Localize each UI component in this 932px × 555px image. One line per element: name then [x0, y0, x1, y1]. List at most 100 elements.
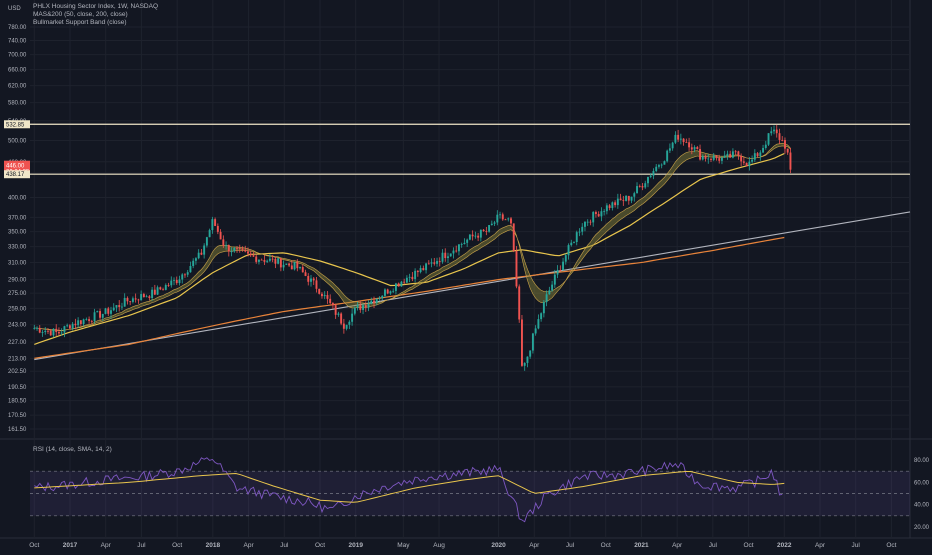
candle-body	[175, 279, 178, 284]
lower-level-price-label: 438.17	[6, 172, 25, 178]
candle-body	[679, 138, 682, 140]
candle-body	[778, 133, 781, 140]
candle-body	[392, 290, 395, 292]
candle-body	[504, 219, 507, 221]
candle-body	[252, 255, 255, 257]
candle-body	[216, 225, 219, 232]
candle-body	[214, 219, 217, 226]
candle-body	[167, 285, 170, 286]
x-tick-label: 2018	[206, 542, 221, 549]
candle-body	[263, 259, 266, 262]
x-tick-label: 2017	[63, 542, 78, 549]
candle-body	[367, 304, 370, 308]
ma200-line	[34, 236, 785, 359]
candle-body	[197, 252, 200, 259]
legend-symbol[interactable]: PHLX Housing Sector Index, 1W, NASDAQ	[33, 3, 158, 10]
candle-body	[151, 289, 154, 298]
ma50-line	[34, 153, 785, 345]
candle-body	[474, 235, 477, 237]
candle-body	[49, 330, 52, 336]
candle-body	[340, 313, 343, 324]
candle-body	[227, 244, 230, 252]
y-tick-label: 259.00	[8, 306, 27, 312]
rsi-y-tick-label: 80.00	[914, 458, 930, 464]
candle-body	[534, 328, 537, 334]
candle-body	[731, 151, 734, 158]
candle-body	[655, 166, 658, 171]
candle-body	[192, 260, 195, 267]
x-tick-label: Apr	[244, 542, 255, 549]
candle-body	[389, 291, 392, 294]
y-tick-label: 290.00	[8, 278, 27, 284]
candle-body	[33, 327, 36, 329]
candle-body	[359, 305, 362, 310]
candle-body	[337, 313, 340, 315]
candle-body	[288, 263, 291, 266]
candle-body	[68, 325, 71, 329]
candle-body	[301, 267, 304, 273]
candle-body	[745, 162, 748, 167]
candle-body	[449, 253, 452, 257]
candle-body	[205, 237, 208, 246]
legend: PHLX Housing Sector Index, 1W, NASDAQ MA…	[33, 3, 158, 27]
rsi-legend[interactable]: RSI (14, close, SMA, 14, 2)	[33, 446, 112, 453]
rsi-y-tick-label: 40.00	[914, 503, 930, 509]
candle-body	[712, 155, 715, 160]
candle-body	[71, 323, 74, 329]
candle-body	[400, 281, 403, 287]
x-tick-label: Jul	[280, 542, 289, 549]
legend-ma-indicator[interactable]: MAS&200 (50, close, 200, close)	[33, 11, 128, 18]
candle-body	[397, 283, 400, 287]
candle-body	[444, 252, 447, 259]
x-tick-label: Oct	[315, 542, 325, 549]
candle-body	[277, 258, 280, 264]
candle-body	[690, 147, 693, 150]
y-tick-label: 740.00	[8, 38, 27, 44]
candle-body	[115, 305, 118, 308]
candle-body	[764, 144, 767, 148]
y-tick-label: 370.00	[8, 215, 27, 221]
candle-body	[660, 164, 663, 166]
candle-body	[408, 276, 411, 278]
candle-body	[233, 247, 236, 252]
candle-body	[490, 223, 493, 226]
candle-body	[101, 313, 104, 318]
candle-body	[260, 259, 263, 261]
candle-body	[200, 252, 203, 255]
candle-body	[523, 362, 526, 366]
candle-body	[693, 147, 696, 150]
candle-body	[786, 148, 789, 153]
candle-body	[767, 133, 770, 145]
x-tick-label: Apr	[101, 542, 112, 549]
candle-body	[422, 268, 425, 271]
candle-body	[211, 219, 214, 231]
candle-body	[762, 147, 765, 153]
candle-body	[74, 323, 77, 326]
legend-bull-band-indicator[interactable]: Bullmarket Support Band (close)	[33, 19, 127, 26]
candle-body	[282, 264, 285, 268]
candle-body	[375, 298, 378, 303]
candle-body	[342, 323, 345, 329]
x-tick-label: 2019	[348, 542, 363, 549]
candle-body	[120, 306, 123, 308]
candle-body	[748, 161, 751, 167]
candle-body	[299, 267, 301, 269]
candle-body	[77, 320, 80, 326]
candle-body	[742, 161, 745, 163]
candle-body	[225, 244, 228, 246]
candle-body	[137, 299, 140, 301]
candle-body	[627, 195, 630, 201]
candle-body	[181, 274, 184, 280]
candle-body	[657, 165, 660, 167]
candle-body	[348, 321, 351, 325]
candle-body	[315, 280, 318, 289]
candle-body	[156, 287, 159, 295]
candle-body	[285, 263, 288, 265]
candle-body	[90, 320, 93, 322]
x-tick-label: Aug	[433, 542, 445, 549]
current-price-label: 446.00	[6, 164, 25, 170]
candle-body	[293, 261, 296, 270]
candle-body	[507, 218, 510, 220]
